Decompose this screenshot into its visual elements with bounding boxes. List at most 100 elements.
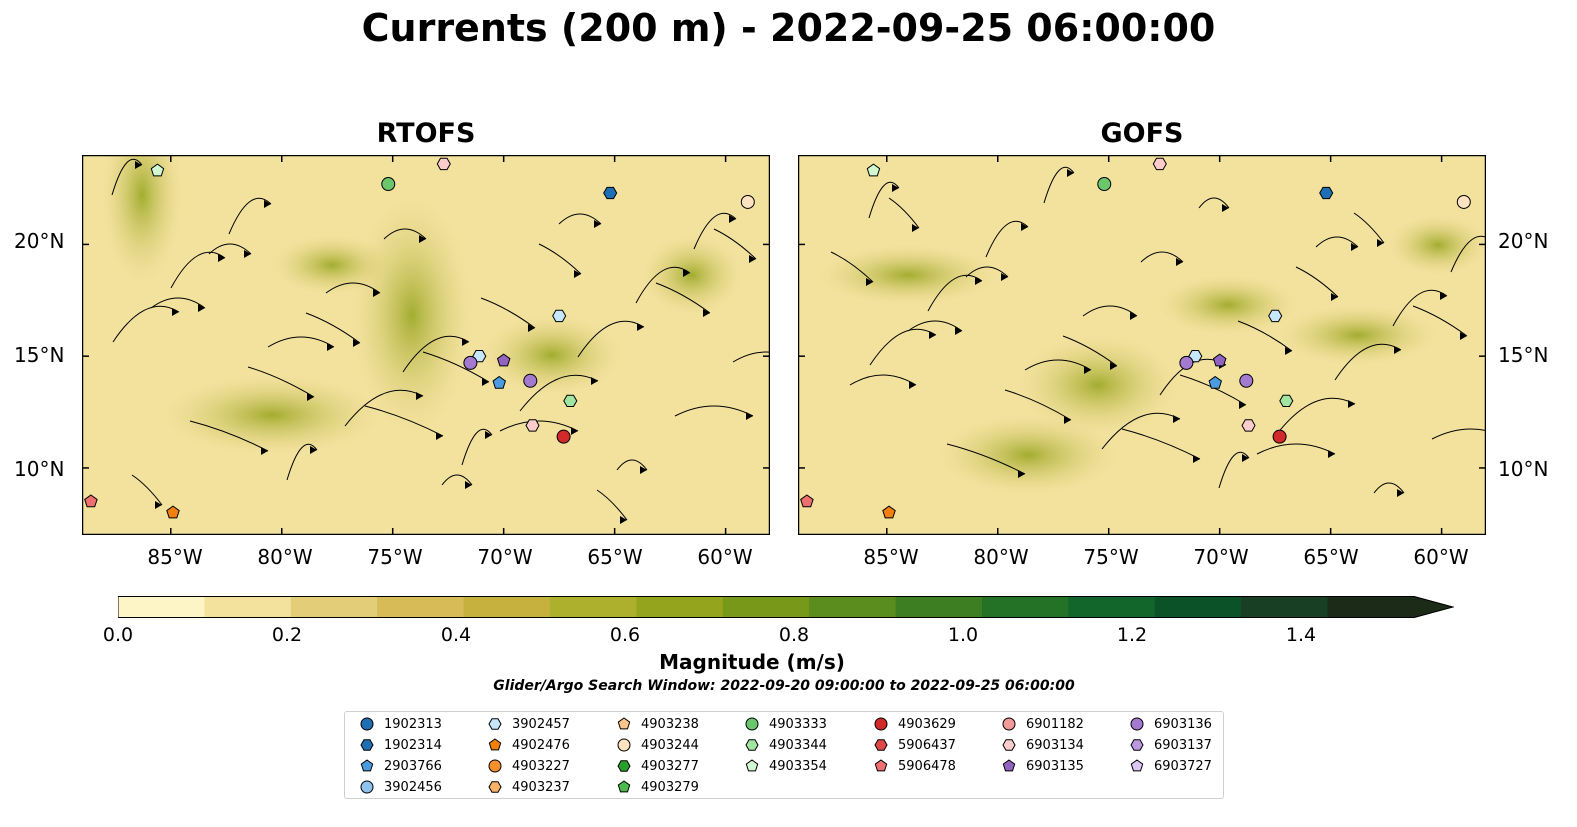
lon-label-80w: 80°W bbox=[257, 545, 313, 569]
legend-item-4903333: 4903333 bbox=[744, 714, 827, 734]
hexagon-marker-icon bbox=[488, 718, 502, 730]
float-marker-6903134 bbox=[1241, 419, 1256, 432]
pentagon-marker-icon bbox=[488, 738, 502, 751]
colorbar-tick-4: 0.8 bbox=[778, 624, 810, 646]
legend-item-3902456: 3902456 bbox=[359, 777, 442, 797]
float-marker-4903354 bbox=[150, 163, 165, 177]
colorbar-bin bbox=[204, 596, 292, 618]
legend-item-6903137: 6903137 bbox=[1129, 735, 1212, 755]
legend-label: 4903238 bbox=[641, 716, 699, 732]
lon-label-60w-gofs: 60°W bbox=[1413, 545, 1469, 569]
legend-label: 6903135 bbox=[1026, 758, 1084, 774]
legend-label: 4903344 bbox=[769, 737, 827, 753]
pentagon-marker-icon bbox=[360, 759, 374, 772]
legend-item-5906478: 5906478 bbox=[873, 756, 956, 776]
legend-label: 4903237 bbox=[512, 779, 570, 795]
legend-marker-5906437 bbox=[874, 739, 888, 751]
legend-marker-4903237 bbox=[488, 781, 502, 793]
legend-item-3902457: 3902457 bbox=[487, 714, 570, 734]
lon-label-65w: 65°W bbox=[587, 545, 643, 569]
pentagon-marker-icon bbox=[1002, 759, 1016, 772]
current-streamlines bbox=[111, 158, 770, 524]
colorbar-bin bbox=[118, 596, 205, 618]
legend-label: 5906437 bbox=[898, 737, 956, 753]
legend-marker-6903136 bbox=[1130, 717, 1144, 731]
float-marker-4903354 bbox=[866, 163, 881, 177]
lat-label-10n-left: 10°N bbox=[14, 457, 65, 481]
legend-label: 1902313 bbox=[384, 716, 442, 732]
legend-marker-6903727 bbox=[1130, 759, 1144, 772]
legend-marker-4903238 bbox=[617, 717, 631, 730]
circle-marker-icon bbox=[360, 717, 374, 731]
colorbar-bin bbox=[1154, 596, 1242, 618]
legend-item-4903227: 4903227 bbox=[487, 756, 570, 776]
float-marker-6903136 bbox=[523, 373, 538, 388]
pentagon-marker-icon bbox=[617, 780, 631, 793]
legend-item-4902476: 4902476 bbox=[487, 735, 570, 755]
lon-label-85w: 85°W bbox=[147, 545, 203, 569]
float-marker-4903333 bbox=[381, 177, 396, 192]
pentagon-marker-icon bbox=[874, 759, 888, 772]
circle-marker-icon bbox=[1130, 717, 1144, 731]
circle-marker-icon bbox=[360, 780, 374, 794]
colorbar-bin bbox=[1327, 596, 1415, 618]
legend-label: 4903354 bbox=[769, 758, 827, 774]
colorbar-bin bbox=[809, 596, 897, 618]
float-marker-6903135 bbox=[1212, 353, 1227, 367]
float-marker-5906478 bbox=[800, 494, 814, 508]
legend-marker-4903279 bbox=[617, 780, 631, 793]
legend-item-6903727: 6903727 bbox=[1129, 756, 1212, 776]
hexagon-marker-icon bbox=[1002, 739, 1016, 751]
colorbar-bin bbox=[290, 596, 378, 618]
float-marker-4903344 bbox=[563, 394, 578, 407]
hexagon-marker-icon bbox=[1130, 739, 1144, 751]
colorbar-bin bbox=[1241, 596, 1329, 618]
colorbar-tick-1: 0.2 bbox=[271, 624, 303, 646]
circle-marker-icon bbox=[874, 717, 888, 731]
colorbar-bin bbox=[982, 596, 1069, 618]
legend-item-6903134: 6903134 bbox=[1001, 735, 1084, 755]
circle-marker-icon bbox=[1002, 717, 1016, 731]
lon-label-75w-gofs: 75°W bbox=[1083, 545, 1139, 569]
pentagon-marker-icon bbox=[617, 717, 631, 730]
float-marker-4903333 bbox=[1097, 177, 1112, 192]
legend-item-1902314: 1902314 bbox=[359, 735, 442, 755]
legend-label: 4903244 bbox=[641, 737, 699, 753]
hexagon-marker-icon bbox=[360, 739, 374, 751]
legend-label: 4903333 bbox=[769, 716, 827, 732]
colorbar-tick-6: 1.2 bbox=[1116, 624, 1148, 646]
legend-marker-3902456 bbox=[360, 780, 374, 794]
lon-label-60w: 60°W bbox=[697, 545, 753, 569]
float-marker-6903134 bbox=[525, 419, 540, 432]
legend-marker-3902457 bbox=[488, 718, 502, 730]
hexagon-marker-icon bbox=[617, 760, 631, 772]
circle-marker-icon bbox=[745, 717, 759, 731]
lat-label-10n-right: 10°N bbox=[1498, 457, 1549, 481]
float-marker-4903244 bbox=[740, 194, 755, 209]
legend-label: 4903279 bbox=[641, 779, 699, 795]
lon-label-80w-gofs: 80°W bbox=[973, 545, 1029, 569]
lon-label-85w-gofs: 85°W bbox=[863, 545, 919, 569]
legend-label: 6901182 bbox=[1026, 716, 1084, 732]
legend-label: 6903134 bbox=[1026, 737, 1084, 753]
legend-label: 4903277 bbox=[641, 758, 699, 774]
float-marker-4902476 bbox=[166, 505, 180, 519]
float-marker-6903136 bbox=[1179, 355, 1194, 370]
legend-label: 6903727 bbox=[1154, 758, 1212, 774]
legend-marker-4903354 bbox=[745, 759, 759, 772]
colorbar-bin bbox=[377, 596, 465, 618]
colorbar-bin bbox=[1068, 596, 1156, 618]
colorbar-bin bbox=[895, 596, 983, 618]
lon-label-75w: 75°W bbox=[367, 545, 423, 569]
colorbar-bin bbox=[722, 596, 810, 618]
legend-marker-5906478 bbox=[874, 759, 888, 772]
legend-label: 6903137 bbox=[1154, 737, 1212, 753]
float-marker-6903136 bbox=[1239, 373, 1254, 388]
legend-item-4903629: 4903629 bbox=[873, 714, 956, 734]
legend-marker-6903137 bbox=[1130, 739, 1144, 751]
legend-label: 4903227 bbox=[512, 758, 570, 774]
float-marker-3902457 bbox=[1268, 309, 1283, 323]
float-marker-4902476 bbox=[882, 505, 896, 519]
legend: 1902313 1902314 2903766 3902456 3902457 49024… bbox=[344, 711, 1224, 799]
colorbar-tick-5: 1.0 bbox=[947, 624, 979, 646]
